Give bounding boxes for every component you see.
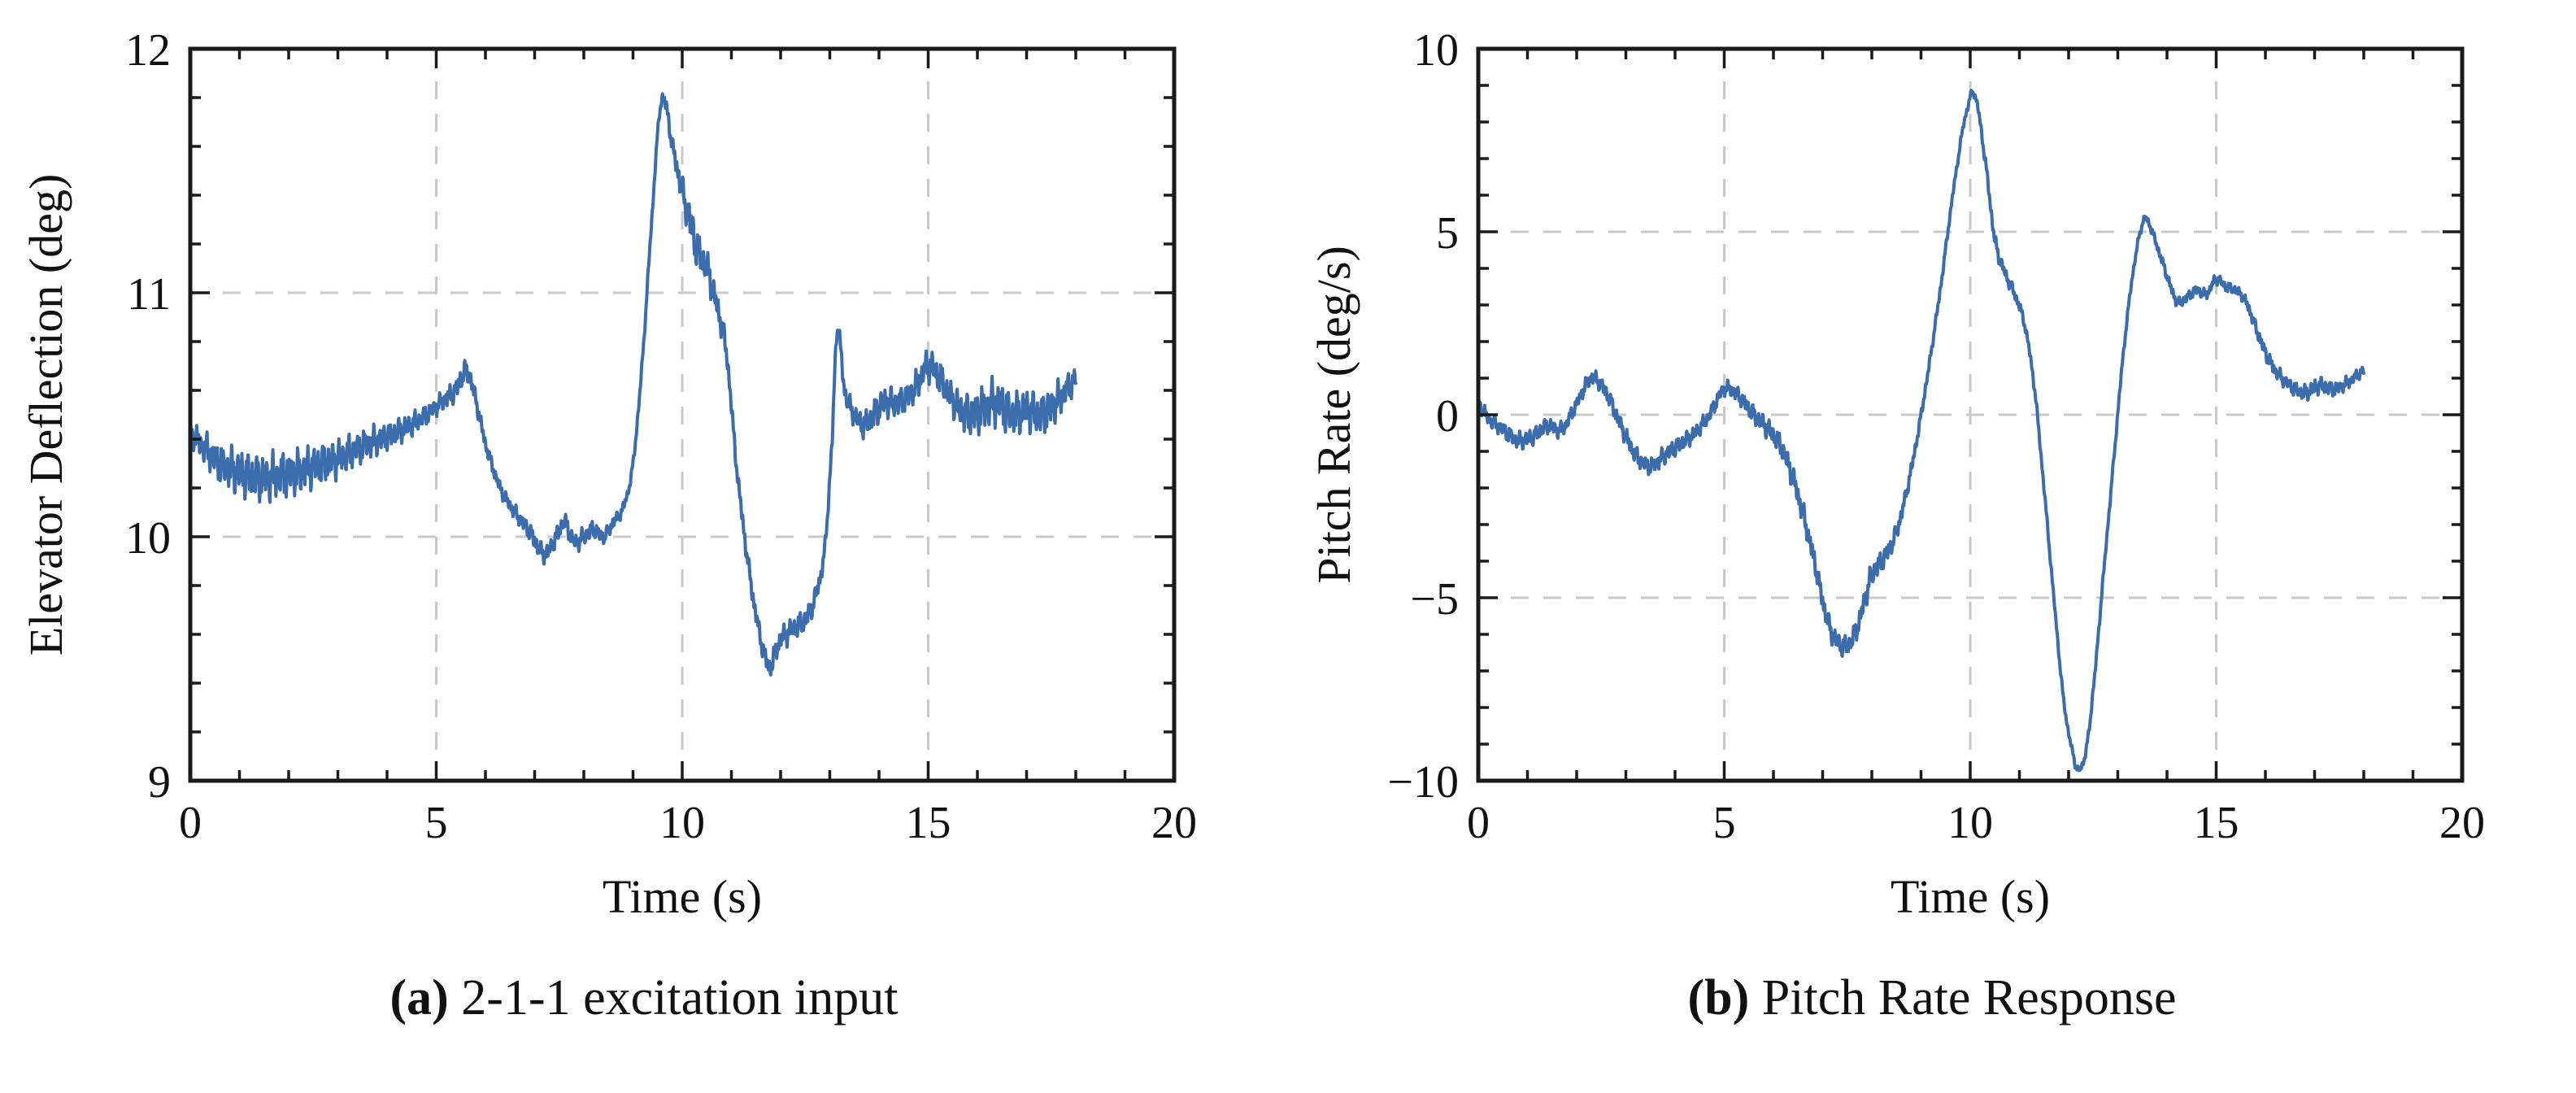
- x-tick-label: 5: [425, 798, 448, 848]
- y-tick-label: 5: [1436, 208, 1459, 259]
- chart-b-svg: 0 5 10 15 20 −10 −5 0 5 10 Time (s) Pitch Rate (deg…: [1308, 25, 2485, 923]
- x-tick-label: 10: [1947, 798, 1993, 848]
- caption-a-text: 2-1-1 excitation input: [448, 970, 899, 1026]
- y-tick-label: 10: [1413, 25, 1459, 76]
- y-tick-label: −10: [1387, 757, 1459, 808]
- y-axis-label: Elevator Deflection (deg): [20, 174, 72, 656]
- y-tick-label: 10: [125, 513, 171, 564]
- y-tick-label: 9: [148, 757, 171, 808]
- x-tick-label: 5: [1713, 798, 1736, 848]
- x-tick-label: 10: [659, 798, 705, 848]
- x-tick-label: 0: [1467, 798, 1490, 848]
- y-tick-label: 12: [125, 25, 171, 76]
- y-axis-label: Pitch Rate (deg/s): [1308, 246, 1360, 584]
- y-tick-label: 11: [127, 269, 171, 320]
- x-tick-label: 15: [2194, 798, 2239, 848]
- x-axis-label: Time (s): [603, 870, 762, 923]
- caption-a: (a) 2-1-1 excitation input: [0, 969, 1288, 1027]
- chart-a-svg: 0 5 10 15 20 9 10 11 12 Time (s) Elevator Deflecti…: [20, 25, 1197, 923]
- x-tick-label: 20: [2439, 798, 2485, 848]
- x-tick-label: 0: [179, 798, 202, 848]
- caption-a-label: (a): [389, 970, 449, 1026]
- data-series-line: [189, 92, 1077, 677]
- x-tick-label: 20: [1151, 798, 1197, 848]
- y-tick-label: −5: [1410, 574, 1459, 625]
- caption-b: (b) Pitch Rate Response: [1288, 969, 2576, 1027]
- x-tick-label: 15: [906, 798, 951, 848]
- y-tick-label: 0: [1436, 391, 1459, 442]
- data-series-line: [1477, 89, 2365, 773]
- caption-b-label: (b): [1687, 970, 1750, 1026]
- caption-b-text: Pitch Rate Response: [1749, 970, 2177, 1026]
- x-axis-label: Time (s): [1891, 870, 2050, 923]
